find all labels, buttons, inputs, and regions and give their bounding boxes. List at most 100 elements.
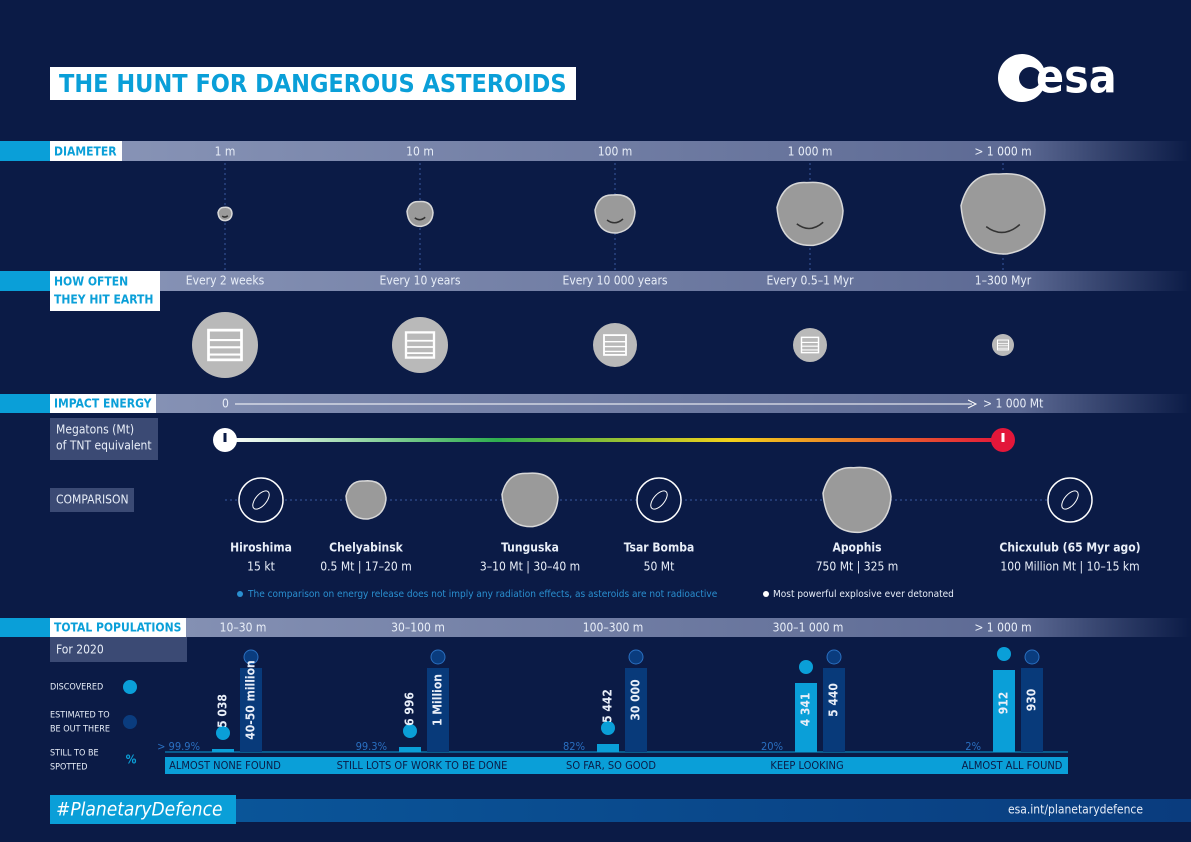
discovered-icon [799, 660, 813, 674]
calendar-disc [192, 312, 258, 378]
status-label: KEEP LOOKING [770, 759, 843, 772]
asteroid [501, 472, 559, 528]
note: The comparison on energy release does no… [247, 589, 718, 600]
unit-label: Megatons (Mt) [56, 423, 134, 437]
calendar-icon [603, 334, 627, 356]
url: esa.int/planetarydefence [1008, 803, 1143, 817]
legend-discovered [123, 680, 137, 694]
calendar-disc [793, 328, 827, 362]
estimated-bar [625, 668, 647, 752]
section-label: TOTAL POPULATIONS [54, 621, 181, 635]
asteroid-face [796, 221, 824, 230]
label-box [50, 271, 160, 311]
warn [223, 433, 227, 442]
comparison-detail: 15 kt [247, 560, 275, 574]
discovered-bar [993, 670, 1015, 752]
discovered-icon [997, 647, 1011, 661]
section-accent [0, 141, 50, 161]
title: THE HUNT FOR DANGEROUS ASTEROIDS [59, 69, 567, 98]
legend-label: SPOTTED [50, 763, 87, 773]
estimated-value: 30 000 [629, 679, 643, 720]
frequency-label: Every 10 000 years [563, 274, 668, 288]
section-label: HOW OFTEN [54, 275, 128, 289]
section-accent [0, 271, 50, 291]
discovered-bar [597, 744, 619, 752]
asteroid [776, 181, 844, 247]
remaining-value: 99.3% [356, 740, 387, 753]
comparison-detail: 0.5 Mt | 17–20 m [320, 560, 411, 574]
status-bar [165, 757, 1068, 774]
calendar-disc [593, 323, 637, 367]
calendar-icon [404, 331, 436, 359]
icon-shape [1061, 490, 1079, 510]
section-band [50, 618, 1191, 637]
comparison-name: Hiroshima [230, 541, 292, 555]
asteroid [822, 466, 892, 534]
icon-ring [636, 477, 682, 523]
title-box [50, 67, 576, 100]
section-band [50, 141, 1191, 161]
legend-label: DISCOVERED [50, 683, 103, 693]
estimated-icon [628, 649, 644, 665]
logo-hole [1019, 67, 1041, 89]
estimated-bar [240, 668, 262, 752]
energy-gradient [225, 438, 1003, 442]
discovered-value: 6 996 [403, 692, 417, 726]
discovered-value: 4 341 [799, 693, 813, 727]
frequency-label: Every 10 years [380, 274, 461, 288]
estimated-value: 1 Million [431, 674, 445, 726]
section-band [50, 271, 1191, 291]
note: Most powerful explosive ever detonated [773, 589, 954, 600]
asteroid-face [221, 215, 229, 218]
icon-ring [238, 477, 284, 523]
estimated-icon [430, 649, 446, 665]
comparison-name: Chelyabinsk [329, 541, 403, 555]
warn [1001, 433, 1005, 442]
diameter-label: > 1 000 m [974, 145, 1031, 159]
frequency-label: Every 0.5–1 Myr [766, 274, 854, 288]
comparison-detail: 750 Mt | 325 m [816, 560, 899, 574]
asteroid [594, 194, 636, 234]
discovered-bar [399, 747, 421, 752]
legend-label: ESTIMATED TO [50, 711, 110, 721]
icon-ring [1047, 477, 1093, 523]
scale-start: 0 [222, 397, 229, 411]
section-label: IMPACT ENERGY [54, 397, 152, 411]
asteroid [345, 480, 387, 520]
comparison-name: Tsar Bomba [624, 541, 694, 555]
frequency-label: 1–300 Myr [975, 274, 1032, 288]
estimated-bar [1021, 668, 1043, 752]
note-dot [237, 591, 243, 597]
remaining-value: 82% [563, 740, 585, 753]
asteroid [217, 206, 233, 222]
estimated-value: 5 440 [827, 683, 841, 717]
section-label: COMPARISON [56, 493, 129, 507]
estimated-bar [823, 668, 845, 752]
status-label: ALMOST ALL FOUND [962, 759, 1063, 772]
asteroid-face [606, 218, 624, 224]
comparison-detail: 3–10 Mt | 30–40 m [480, 560, 580, 574]
discovered-icon [403, 724, 417, 738]
discovered-bar [795, 683, 817, 752]
note-dot [763, 591, 769, 597]
asteroid-face [414, 216, 426, 221]
diameter-label: 10 m [406, 145, 434, 159]
label-box [50, 618, 186, 637]
scale-end: > 1 000 Mt [983, 397, 1043, 411]
status-label: STILL LOTS OF WORK TO BE DONE [337, 759, 508, 772]
footer-bar [50, 799, 1191, 822]
comparison-detail: 50 Mt [644, 560, 675, 574]
label-box [50, 141, 122, 161]
asteroid [406, 200, 434, 228]
calendar-icon [207, 328, 243, 362]
calendar-disc [992, 334, 1014, 356]
discovered-value: 5 038 [216, 694, 230, 728]
discovered-icon [216, 726, 230, 740]
subtitle-box [50, 637, 187, 662]
asteroid-face [985, 223, 1021, 234]
remaining-value: 20% [761, 740, 783, 753]
discovered-value: 912 [997, 692, 1011, 715]
range-label: 10–30 m [220, 621, 267, 635]
estimated-value: 930 [1025, 689, 1039, 712]
